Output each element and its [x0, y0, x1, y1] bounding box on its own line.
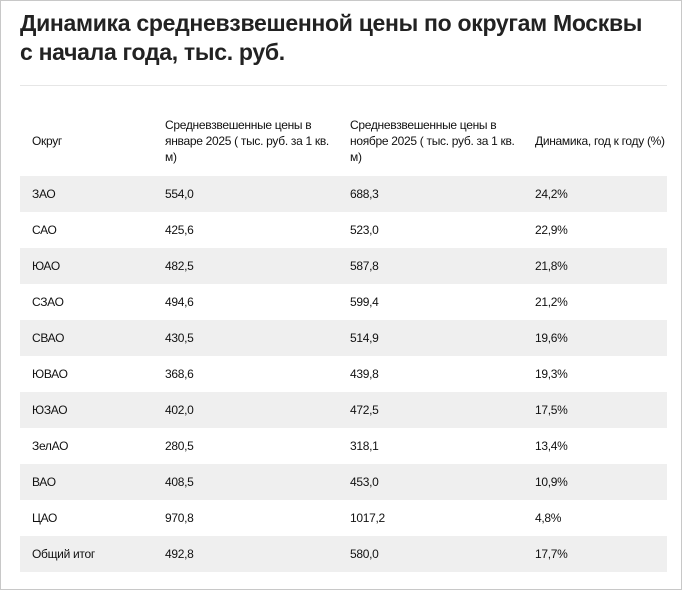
table-row: СЗАО 494,6 599,4 21,2% [20, 284, 667, 320]
cell-dynamics: 22,9% [535, 223, 568, 237]
cell-jan-price: 425,6 [165, 223, 194, 237]
table-row: ЮВАО 368,6 439,8 19,3% [20, 356, 667, 392]
cell-district: ВАО [20, 464, 153, 500]
cell-nov-price: 688,3 [338, 176, 523, 212]
cell-jan-price: 970,8 [165, 511, 194, 525]
table-row: ЮЗАО 402,0 472,5 17,5% [20, 392, 667, 428]
cell-district: Общий итог [20, 536, 153, 572]
divider [20, 85, 667, 86]
header-nov-price: Средневзвешенные цены в ноябре 2025 ( ты… [350, 118, 515, 164]
cell-district: СВАО [20, 320, 153, 356]
cell-jan-price: 402,0 [153, 392, 338, 428]
cell-district: ЮАО [20, 248, 153, 284]
table-row: ЗелАО 280,5 318,1 13,4% [20, 428, 667, 464]
cell-district: ЮЗАО [20, 392, 153, 428]
cell-jan-price: 492,8 [153, 536, 338, 572]
header-dynamics: Динамика, год к году (%) [535, 134, 665, 148]
header-district: Округ [32, 134, 63, 148]
cell-jan-price: 408,5 [153, 464, 338, 500]
cell-dynamics: 19,3% [535, 367, 568, 381]
table-row: СВАО 430,5 514,9 19,6% [20, 320, 667, 356]
cell-nov-price: 514,9 [338, 320, 523, 356]
cell-nov-price: 472,5 [338, 392, 523, 428]
cell-dynamics: 19,6% [523, 320, 667, 356]
price-table: Округ Средневзвешенные цены в январе 202… [20, 106, 667, 572]
cell-district: СЗАО [32, 295, 64, 309]
cell-district: САО [32, 223, 57, 237]
cell-nov-price: 439,8 [350, 367, 379, 381]
cell-jan-price: 554,0 [153, 176, 338, 212]
cell-district: ЮВАО [32, 367, 68, 381]
table-row: ЗАО 554,0 688,3 24,2% [20, 176, 667, 212]
cell-district: ЗАО [20, 176, 153, 212]
cell-jan-price: 280,5 [165, 439, 194, 453]
cell-dynamics: 24,2% [523, 176, 667, 212]
cell-dynamics: 17,7% [523, 536, 667, 572]
cell-nov-price: 599,4 [350, 295, 379, 309]
table-row: ВАО 408,5 453,0 10,9% [20, 464, 667, 500]
table-row: Общий итог 492,8 580,0 17,7% [20, 536, 667, 572]
page-title: Динамика средневзвешенной цены по округа… [20, 10, 643, 65]
cell-dynamics: 17,5% [523, 392, 667, 428]
cell-jan-price: 482,5 [153, 248, 338, 284]
table-row: ЦАО 970,8 1017,2 4,8% [20, 500, 667, 536]
cell-nov-price: 587,8 [338, 248, 523, 284]
cell-nov-price: 453,0 [338, 464, 523, 500]
cell-dynamics: 21,8% [523, 248, 667, 284]
cell-nov-price: 580,0 [338, 536, 523, 572]
cell-jan-price: 494,6 [165, 295, 194, 309]
cell-jan-price: 430,5 [153, 320, 338, 356]
cell-nov-price: 1017,2 [350, 511, 385, 525]
table-header-row: Округ Средневзвешенные цены в январе 202… [20, 106, 667, 176]
cell-district: ЗелАО [32, 439, 69, 453]
cell-dynamics: 21,2% [535, 295, 568, 309]
cell-district: ЦАО [32, 511, 58, 525]
cell-dynamics: 4,8% [535, 511, 562, 525]
cell-jan-price: 368,6 [165, 367, 194, 381]
cell-dynamics: 13,4% [535, 439, 568, 453]
cell-nov-price: 523,0 [350, 223, 379, 237]
cell-nov-price: 318,1 [350, 439, 379, 453]
cell-dynamics: 10,9% [523, 464, 667, 500]
table-row: САО 425,6 523,0 22,9% [20, 212, 667, 248]
header-jan-price: Средневзвешенные цены в январе 2025 ( ты… [165, 118, 329, 164]
table-row: ЮАО 482,5 587,8 21,8% [20, 248, 667, 284]
